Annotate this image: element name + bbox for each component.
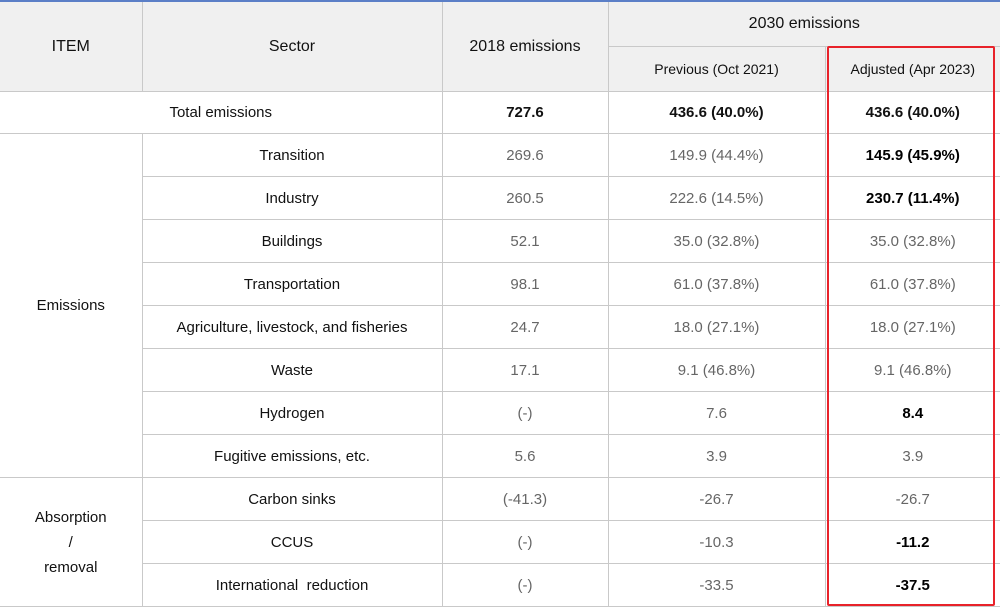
value-previous: 7.6	[607, 391, 826, 435]
table-row: CCUS (-) -10.3 -11.2	[0, 520, 1000, 564]
value-2018: 17.1	[441, 348, 609, 392]
group-absorption-line-2: /	[68, 533, 73, 551]
value-2018: (-)	[441, 391, 609, 435]
value-adjusted: 145.9 (45.9%)	[824, 133, 1000, 177]
table-row: Fugitive emissions, etc. 5.6 3.9 3.9	[0, 434, 1000, 478]
value-previous: 35.0 (32.8%)	[607, 219, 826, 263]
value-previous: 222.6 (14.5%)	[607, 176, 826, 220]
header-adjusted: Adjusted (Apr 2023)	[824, 46, 1000, 92]
value-adjusted: -11.2	[824, 520, 1000, 564]
total-2018: 727.6	[441, 91, 609, 134]
sector-cell: CCUS	[142, 520, 443, 564]
table-row: Hydrogen (-) 7.6 8.4	[0, 391, 1000, 435]
value-2018: (-41.3)	[441, 477, 609, 521]
value-2018: 269.6	[441, 133, 609, 177]
value-adjusted: 18.0 (27.1%)	[824, 305, 1000, 349]
value-previous: -33.5	[607, 563, 826, 607]
value-previous: 18.0 (27.1%)	[607, 305, 826, 349]
value-2018: 98.1	[441, 262, 609, 306]
value-previous: -10.3	[607, 520, 826, 564]
header-2030-emissions: 2030 emissions	[607, 2, 1000, 47]
table-row: Absorption / removal Carbon sinks (-41.3) …	[0, 477, 1000, 607]
sector-cell: Waste	[142, 348, 443, 392]
value-previous: 9.1 (46.8%)	[607, 348, 826, 392]
total-adjusted: 436.6 (40.0%)	[824, 91, 1000, 134]
total-previous: 436.6 (40.0%)	[607, 91, 826, 134]
value-2018: 5.6	[441, 434, 609, 478]
sector-cell: Fugitive emissions, etc.	[142, 434, 443, 478]
total-label: Total emissions	[0, 91, 443, 134]
value-adjusted: 61.0 (37.8%)	[824, 262, 1000, 306]
value-adjusted: 8.4	[824, 391, 1000, 435]
sector-cell: Carbon sinks	[141, 477, 443, 521]
table-row: Waste 17.1 9.1 (46.8%) 9.1 (46.8%)	[0, 348, 1000, 392]
sector-cell: Industry	[142, 176, 443, 220]
value-previous: -26.7	[607, 477, 826, 521]
value-2018: 52.1	[441, 219, 609, 263]
sector-cell: Agriculture, livestock, and fisheries	[142, 305, 443, 349]
table-row: Emissions Transition 269.6 149.9 (44.4%)…	[0, 133, 1000, 478]
value-2018: 260.5	[441, 176, 609, 220]
value-adjusted: 3.9	[824, 434, 1000, 478]
value-adjusted: 35.0 (32.8%)	[824, 219, 1000, 263]
sector-cell: Transportation	[142, 262, 443, 306]
value-2018: (-)	[441, 520, 609, 564]
table-row: Agriculture, livestock, and fisheries 24…	[0, 305, 1000, 349]
total-row: Total emissions 727.6 436.6 (40.0%) 436.…	[0, 91, 1000, 134]
value-adjusted: 9.1 (46.8%)	[824, 348, 1000, 392]
group-absorption-line-1: Absorption	[34, 508, 107, 526]
sector-cell: Hydrogen	[142, 391, 443, 435]
value-adjusted: -26.7	[824, 477, 1000, 521]
value-2018: (-)	[441, 563, 609, 607]
header-2018-emissions: 2018 emissions	[441, 2, 609, 92]
value-previous: 149.9 (44.4%)	[607, 133, 826, 177]
header-item: ITEM	[0, 2, 143, 92]
group-absorption-removal: Absorption / removal	[0, 477, 143, 607]
sector-cell: Buildings	[142, 219, 443, 263]
table-row: Transportation 98.1 61.0 (37.8%) 61.0 (3…	[0, 262, 1000, 306]
table-row: Industry 260.5 222.6 (14.5%) 230.7 (11.4…	[0, 176, 1000, 220]
group-emissions: Emissions	[0, 133, 143, 478]
value-previous: 61.0 (37.8%)	[607, 262, 826, 306]
table-row: Buildings 52.1 35.0 (32.8%) 35.0 (32.8%)	[0, 219, 1000, 263]
value-2018: 24.7	[441, 305, 609, 349]
header-row-1: ITEM Sector 2018 emissions 2030 emission…	[0, 2, 1000, 92]
header-sector: Sector	[141, 2, 443, 92]
value-adjusted: 230.7 (11.4%)	[824, 176, 1000, 220]
table-row: International reduction (-) -33.5 -37.5	[0, 563, 1000, 607]
header-previous: Previous (Oct 2021)	[608, 46, 826, 92]
sector-cell: Transition	[141, 133, 443, 177]
group-absorption-line-3: removal	[44, 558, 98, 576]
sector-cell: International reduction	[142, 563, 443, 607]
top-rule	[0, 0, 1000, 2]
value-previous: 3.9	[607, 434, 826, 478]
value-adjusted: -37.5	[824, 563, 1000, 607]
